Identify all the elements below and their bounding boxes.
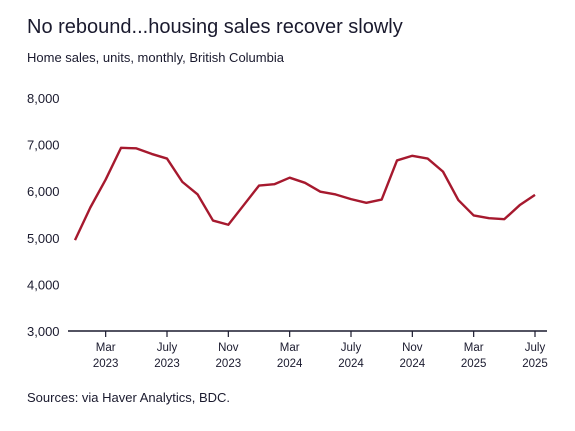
y-tick-label: 8,000 — [27, 91, 60, 106]
x-tick-label: July 2025 — [522, 342, 548, 370]
x-tick-label: Mar 2024 — [277, 342, 303, 370]
y-tick-label: 6,000 — [27, 184, 60, 199]
y-tick-label: 5,000 — [27, 231, 60, 246]
chart-title: No rebound...housing sales recover slowl… — [27, 16, 403, 38]
x-tick-label: Nov 2023 — [216, 342, 242, 370]
data-line — [73, 146, 536, 241]
chart-subtitle: Home sales, units, monthly, British Colu… — [27, 50, 285, 65]
x-tick-label: July 2024 — [338, 342, 364, 370]
y-tick-label: 7,000 — [27, 138, 60, 153]
source-note: Sources: via Haver Analytics, BDC. — [27, 390, 230, 405]
x-tick-label: Mar 2023 — [93, 342, 119, 370]
x-tick-label: Mar 2025 — [461, 342, 487, 370]
y-tick-label: 3,000 — [27, 324, 60, 339]
x-tick-label: Nov 2024 — [400, 342, 426, 370]
y-tick-label: 4,000 — [27, 277, 60, 292]
x-tick-label: July 2023 — [154, 342, 180, 370]
